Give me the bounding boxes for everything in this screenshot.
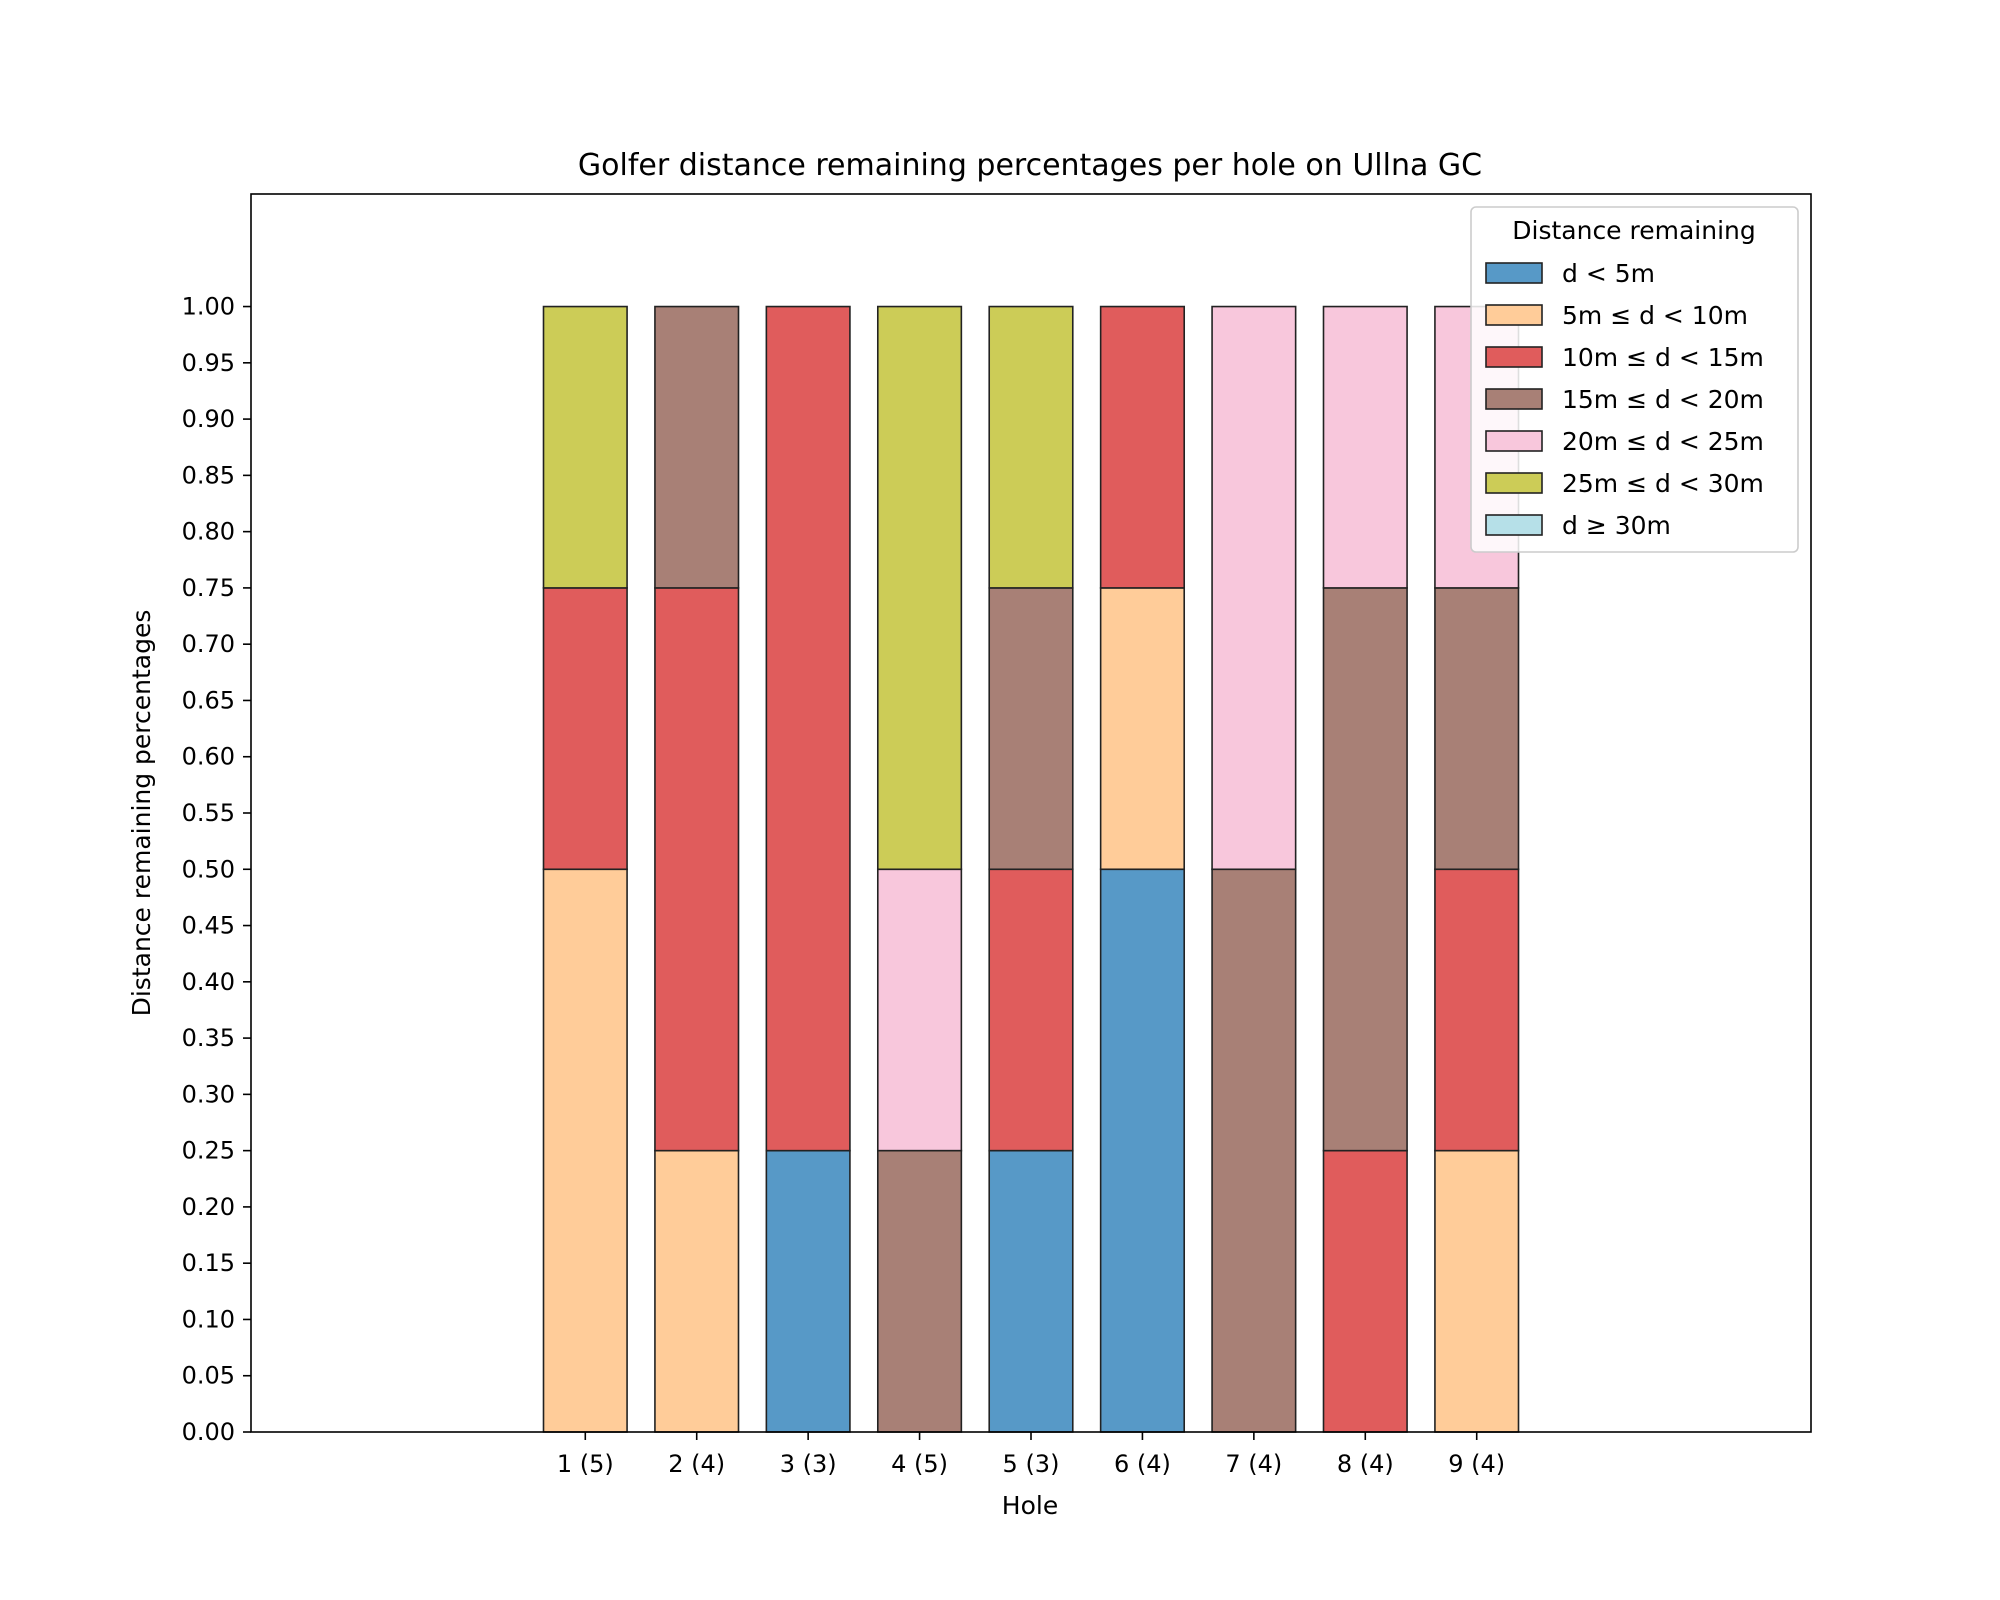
bar-segment [1434, 1149, 1520, 1433]
y-tick-label: 0.70 [182, 630, 235, 658]
y-tick-label: 0.35 [182, 1024, 235, 1052]
legend-swatch [1485, 262, 1543, 284]
bar-segment [988, 1149, 1074, 1433]
bar-segment [1322, 587, 1408, 1152]
x-tick-label: 4 (5) [891, 1450, 948, 1478]
legend-item: 20m ≤ d < 25m [1485, 427, 1764, 456]
bar-segment [988, 868, 1074, 1152]
legend-swatch [1485, 346, 1543, 368]
legend-items: d < 5m 5m ≤ d < 10m 10m ≤ d < 15m 15m ≤ d <… [1485, 259, 1764, 540]
bar-segment [654, 587, 740, 1152]
y-axis-label: Distance remaining percentages [127, 610, 156, 1017]
legend-label: 15m ≤ d < 20m [1562, 385, 1764, 414]
y-tick-label: 0.20 [182, 1193, 235, 1221]
bar-segment [1099, 305, 1186, 589]
y-axis: 0.00 0.05 0.10 0.15 0.20 0.25 0.30 0.35 0.40 0.45… [182, 293, 251, 1446]
y-tick-label: 0.75 [182, 574, 235, 602]
bar-segment [988, 587, 1074, 871]
bar-segment [542, 305, 628, 589]
x-axis: 1 (5) 2 (4) 3 (3) 4 (5) 5 (3) 6 (4) 7 (4) 8 (4)… [557, 1432, 1505, 1478]
bar-segment [542, 587, 628, 871]
bars-layer [542, 305, 1520, 1433]
y-tick-label: 0.00 [182, 1418, 235, 1446]
legend-label: 10m ≤ d < 15m [1562, 343, 1764, 372]
y-tick-label: 0.80 [182, 518, 235, 546]
legend-frame [1470, 206, 1799, 553]
x-tick-label: 7 (4) [1225, 1450, 1282, 1478]
y-tick-label: 0.50 [182, 855, 235, 883]
legend-title: Distance remaining [1512, 216, 1756, 245]
legend-swatch [1485, 304, 1543, 326]
legend-item: 15m ≤ d < 20m [1485, 385, 1764, 414]
chart-title: Golfer distance remaining percentages pe… [578, 148, 1482, 183]
legend-swatch [1485, 472, 1543, 494]
y-tick-label: 1.00 [182, 293, 235, 321]
bar-segment [1322, 1149, 1408, 1433]
legend-item: 10m ≤ d < 15m [1485, 343, 1764, 372]
legend-swatch [1485, 430, 1543, 452]
x-tick-label: 6 (4) [1114, 1450, 1171, 1478]
x-tick-label: 1 (5) [557, 1450, 614, 1478]
y-tick-label: 0.90 [182, 405, 235, 433]
legend-swatch [1485, 514, 1543, 536]
legend-item: d < 5m [1485, 259, 1655, 288]
bar-segment [654, 305, 740, 589]
legend-item: 25m ≤ d < 30m [1485, 469, 1764, 498]
y-tick-label: 0.60 [182, 743, 235, 771]
bar-segment [1099, 868, 1186, 1433]
x-tick-label: 9 (4) [1448, 1450, 1505, 1478]
y-tick-label: 0.25 [182, 1137, 235, 1165]
y-tick-label: 0.65 [182, 686, 235, 714]
bar-segment [1434, 587, 1520, 871]
bar-segment [542, 868, 628, 1433]
x-tick-label: 3 (3) [780, 1450, 837, 1478]
legend-label: d ≥ 30m [1562, 511, 1671, 540]
bar-segment [876, 868, 963, 1152]
y-tick-label: 0.55 [182, 799, 235, 827]
legend-label: 20m ≤ d < 25m [1562, 427, 1764, 456]
bar-segment [1322, 305, 1408, 589]
y-tick-label: 0.95 [182, 349, 235, 377]
x-tick-label: 2 (4) [668, 1450, 725, 1478]
y-tick-label: 0.40 [182, 968, 235, 996]
x-axis-label: Hole [1002, 1491, 1058, 1520]
y-tick-label: 0.15 [182, 1249, 235, 1277]
bar-segment [1434, 868, 1520, 1152]
bar-segment [876, 1149, 963, 1433]
legend: Distance remaining d < 5m 5m ≤ d < 10m 10m… [1470, 206, 1799, 553]
legend-item: 5m ≤ d < 10m [1485, 301, 1748, 330]
legend-label: d < 5m [1562, 259, 1655, 288]
bar-segment [1211, 305, 1297, 871]
y-tick-label: 0.05 [182, 1362, 235, 1390]
bar-segment [1099, 587, 1186, 871]
bar-segment [988, 305, 1074, 589]
y-tick-label: 0.45 [182, 912, 235, 940]
x-tick-label: 8 (4) [1337, 1450, 1394, 1478]
bar-segment [765, 305, 851, 1152]
legend-label: 25m ≤ d < 30m [1562, 469, 1764, 498]
y-tick-label: 0.10 [182, 1305, 235, 1333]
legend-label: 5m ≤ d < 10m [1562, 301, 1748, 330]
bar-segment [1211, 868, 1297, 1433]
legend-item: d ≥ 30m [1485, 511, 1671, 540]
x-tick-label: 5 (3) [1003, 1450, 1060, 1478]
bar-segment [876, 305, 963, 871]
y-tick-label: 0.30 [182, 1080, 235, 1108]
bar-segment [765, 1149, 851, 1433]
legend-swatch [1485, 388, 1543, 410]
y-tick-label: 0.85 [182, 461, 235, 489]
bar-segment [654, 1149, 740, 1433]
